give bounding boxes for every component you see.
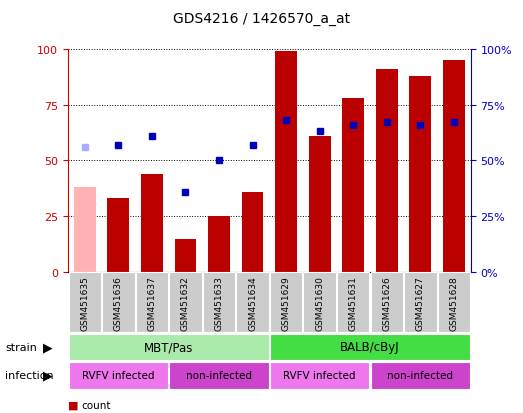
Text: GSM451630: GSM451630: [315, 275, 324, 330]
Bar: [443, 61, 465, 273]
Text: GSM451635: GSM451635: [80, 275, 89, 330]
Text: GSM451628: GSM451628: [449, 275, 459, 330]
Text: count: count: [81, 400, 110, 410]
Text: infection: infection: [5, 370, 54, 380]
Text: GSM451632: GSM451632: [181, 275, 190, 330]
Text: GSM451637: GSM451637: [147, 275, 156, 330]
Text: GSM451631: GSM451631: [349, 275, 358, 330]
Bar: [74, 188, 96, 273]
Bar: [309, 137, 331, 273]
Text: non-infected: non-infected: [388, 370, 453, 380]
Text: GSM451636: GSM451636: [114, 275, 123, 330]
Text: ▶: ▶: [43, 369, 52, 382]
Text: non-infected: non-infected: [186, 370, 252, 380]
Text: RVFV infected: RVFV infected: [82, 370, 155, 380]
Text: GDS4216 / 1426570_a_at: GDS4216 / 1426570_a_at: [173, 12, 350, 26]
Text: MBT/Pas: MBT/Pas: [144, 341, 194, 354]
Text: GSM451634: GSM451634: [248, 275, 257, 330]
Bar: [242, 192, 264, 273]
Bar: [107, 199, 129, 273]
Bar: [275, 52, 297, 273]
Text: GSM451627: GSM451627: [416, 275, 425, 330]
Bar: [141, 174, 163, 273]
Text: GSM451633: GSM451633: [214, 275, 223, 330]
Text: GSM451629: GSM451629: [281, 275, 291, 330]
Bar: [410, 76, 431, 273]
Text: GSM451626: GSM451626: [382, 275, 391, 330]
Text: ■: ■: [68, 400, 78, 410]
Bar: [208, 217, 230, 273]
Text: ▶: ▶: [43, 341, 52, 354]
Text: BALB/cByJ: BALB/cByJ: [340, 341, 400, 354]
Bar: [175, 239, 196, 273]
Bar: [343, 99, 364, 273]
Text: RVFV infected: RVFV infected: [283, 370, 356, 380]
Text: strain: strain: [5, 342, 37, 352]
Bar: [376, 70, 397, 273]
